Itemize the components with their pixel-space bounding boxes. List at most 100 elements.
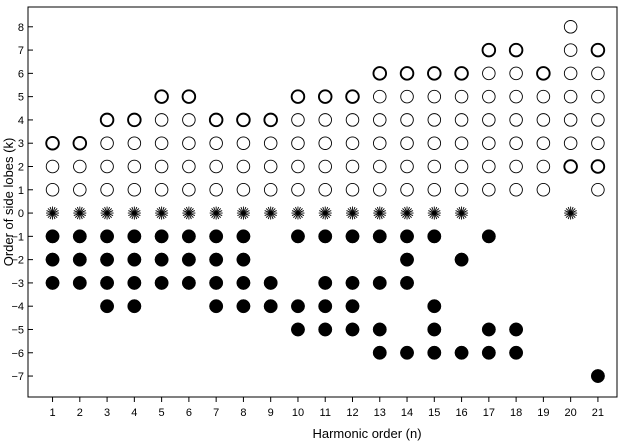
- filled-circle-point: [427, 299, 442, 314]
- open-circle-point: [345, 159, 360, 174]
- filled-circle-point: [291, 229, 305, 244]
- open-circle-point: [318, 113, 332, 127]
- x-tick-label: 4: [131, 407, 137, 419]
- open-circle-point: [509, 159, 523, 174]
- open-circle-bold-point: [345, 89, 360, 104]
- filled-circle-point: [427, 345, 442, 360]
- y-tick-label: 7: [18, 45, 24, 57]
- open-circle-bold-point: [427, 66, 442, 81]
- filled-circle-point: [181, 275, 196, 290]
- open-circle-point: [291, 113, 305, 127]
- x-axis-ticks: 1 2 3 4 5 6 7 8 9 10 11 12 13 14 15 16 17 18 19 20 21: [49, 397, 604, 419]
- open-circle-point: [482, 66, 496, 81]
- y-tick-label: 2: [18, 161, 24, 173]
- filled-circle-point: [318, 299, 333, 314]
- open-circle-point: [291, 159, 305, 174]
- open-circle-point: [427, 136, 442, 150]
- y-tick-label: −7: [11, 371, 24, 383]
- filled-circle-point: [372, 345, 387, 360]
- filled-circle-point: [100, 229, 115, 244]
- open-circle-bold-point: [99, 112, 115, 128]
- filled-circle-point: [400, 229, 414, 244]
- open-circle-bold-point: [481, 42, 497, 58]
- open-circle-bold-point: [508, 42, 524, 58]
- open-circle-point: [154, 113, 169, 127]
- open-circle-point: [100, 183, 114, 197]
- filled-circle-point: [345, 229, 360, 244]
- filled-circle-point: [127, 229, 142, 244]
- open-circle-point: [563, 20, 578, 34]
- filled-circle-point: [454, 252, 469, 267]
- open-circle-point: [563, 66, 578, 81]
- open-circle-point: [236, 159, 251, 174]
- open-circle-point: [209, 183, 223, 197]
- filled-circle-point: [154, 252, 169, 267]
- open-circle-point: [373, 113, 387, 127]
- x-tick-label: 1: [49, 407, 55, 419]
- open-circle-point: [236, 136, 251, 150]
- open-circle-bold-point: [399, 66, 415, 81]
- x-tick-label: 7: [213, 407, 219, 419]
- x-axis-title: Harmonic order (n): [312, 426, 421, 441]
- asterisk-point: [455, 206, 469, 220]
- x-tick-label: 13: [374, 407, 386, 419]
- asterisk-point: [100, 206, 114, 220]
- x-tick-label: 10: [292, 407, 304, 419]
- open-circle-point: [373, 159, 387, 174]
- open-circle-bold-point: [72, 135, 88, 151]
- open-circle-point: [536, 159, 551, 174]
- open-circle-point: [591, 113, 605, 127]
- filled-circle-point: [318, 229, 333, 244]
- y-tick-label: 5: [18, 92, 24, 104]
- open-circle-point: [482, 136, 496, 150]
- open-circle-point: [427, 159, 442, 174]
- filled-circle-point: [127, 299, 142, 314]
- filled-circle-point: [236, 275, 251, 290]
- open-circle-point: [345, 183, 360, 197]
- open-circle-point: [400, 89, 414, 104]
- y-tick-label: −4: [11, 301, 24, 313]
- open-circle-point: [127, 136, 142, 150]
- open-circle-point: [563, 43, 578, 57]
- open-circle-point: [318, 159, 332, 174]
- open-circle-point: [400, 159, 414, 174]
- open-circle-bold-point: [372, 66, 388, 81]
- asterisk-point: [291, 206, 305, 220]
- filled-circle-point: [45, 229, 60, 244]
- open-circle-point: [400, 113, 414, 127]
- filled-circle-point: [427, 322, 442, 337]
- open-circle-point: [400, 183, 414, 197]
- open-circle-point: [182, 136, 196, 150]
- x-tick-label: 20: [565, 407, 577, 419]
- open-circle-point: [100, 159, 114, 174]
- x-tick-label: 3: [104, 407, 110, 419]
- filled-circle-point: [509, 322, 524, 337]
- filled-circle-point: [481, 322, 496, 337]
- asterisk-point: [427, 206, 441, 220]
- open-circle-bold-point: [208, 112, 224, 128]
- y-tick-label: 1: [18, 185, 24, 197]
- open-circle-point: [263, 136, 278, 150]
- open-circle-point: [373, 136, 387, 150]
- open-circle-point: [236, 183, 251, 197]
- filled-circle-point: [100, 299, 115, 314]
- x-tick-label: 17: [483, 407, 495, 419]
- open-circle-point: [536, 136, 551, 150]
- open-circle-point: [127, 183, 142, 197]
- open-circle-point: [536, 89, 551, 104]
- filled-circle-point: [372, 322, 387, 337]
- open-circle-point: [209, 159, 223, 174]
- filled-circle-point: [400, 252, 414, 267]
- open-circle-point: [536, 183, 551, 197]
- asterisk-point: [373, 206, 387, 220]
- open-circle-bold-point: [317, 89, 333, 104]
- filled-circle-point: [154, 275, 169, 290]
- filled-circle-point: [345, 322, 360, 337]
- open-circle-point: [154, 159, 169, 174]
- data-marks: [45, 20, 606, 383]
- asterisk-point: [182, 206, 196, 220]
- filled-circle-point: [209, 229, 224, 244]
- x-tick-label: 5: [159, 407, 165, 419]
- x-tick-label: 14: [401, 407, 413, 419]
- filled-circle-point: [345, 299, 360, 314]
